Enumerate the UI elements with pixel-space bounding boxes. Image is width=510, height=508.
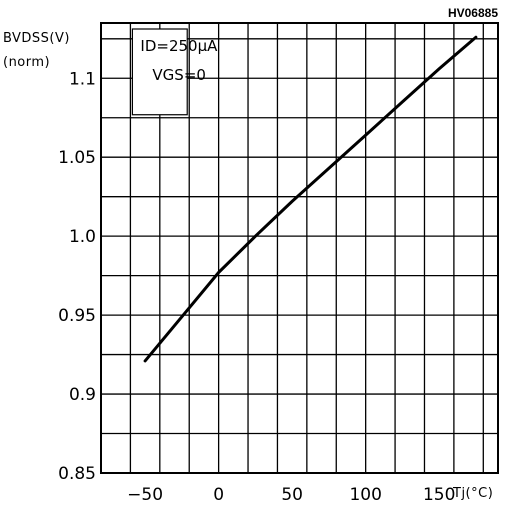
y-tick-labels: 0.85 0.9 0.95 1.0 1.05 1.1 bbox=[58, 69, 96, 484]
x-tick-label: 50 bbox=[281, 485, 303, 505]
x-tick-label: 100 bbox=[349, 485, 381, 505]
y-tick-label: 1.05 bbox=[58, 148, 96, 168]
y-tick-label: 0.9 bbox=[69, 385, 96, 405]
condition-current: ID=250μA bbox=[140, 37, 218, 55]
grid bbox=[100, 23, 498, 474]
x-tick-label: 0 bbox=[213, 485, 224, 505]
figure-code: HV06885 bbox=[448, 6, 498, 20]
y-tick-label: 0.85 bbox=[58, 464, 96, 484]
y-tick-label: 1.1 bbox=[69, 69, 96, 89]
x-axis-label: Tj(°C) bbox=[452, 486, 493, 501]
x-tick-label: −50 bbox=[127, 485, 163, 505]
y-tick-label: 0.95 bbox=[58, 306, 96, 326]
x-tick-label: 150 bbox=[423, 485, 455, 505]
plot-frame bbox=[100, 22, 499, 474]
y-axis-unit: (norm) bbox=[3, 55, 50, 70]
x-tick-labels: −50 0 50 100 150 bbox=[127, 485, 455, 505]
condition-gate-voltage: VGS=0 bbox=[152, 66, 206, 84]
y-tick-label: 1.0 bbox=[69, 227, 96, 247]
series-line bbox=[143, 35, 478, 363]
conditions-box bbox=[131, 28, 188, 116]
y-axis-label: BVDSS(V) bbox=[3, 31, 70, 46]
